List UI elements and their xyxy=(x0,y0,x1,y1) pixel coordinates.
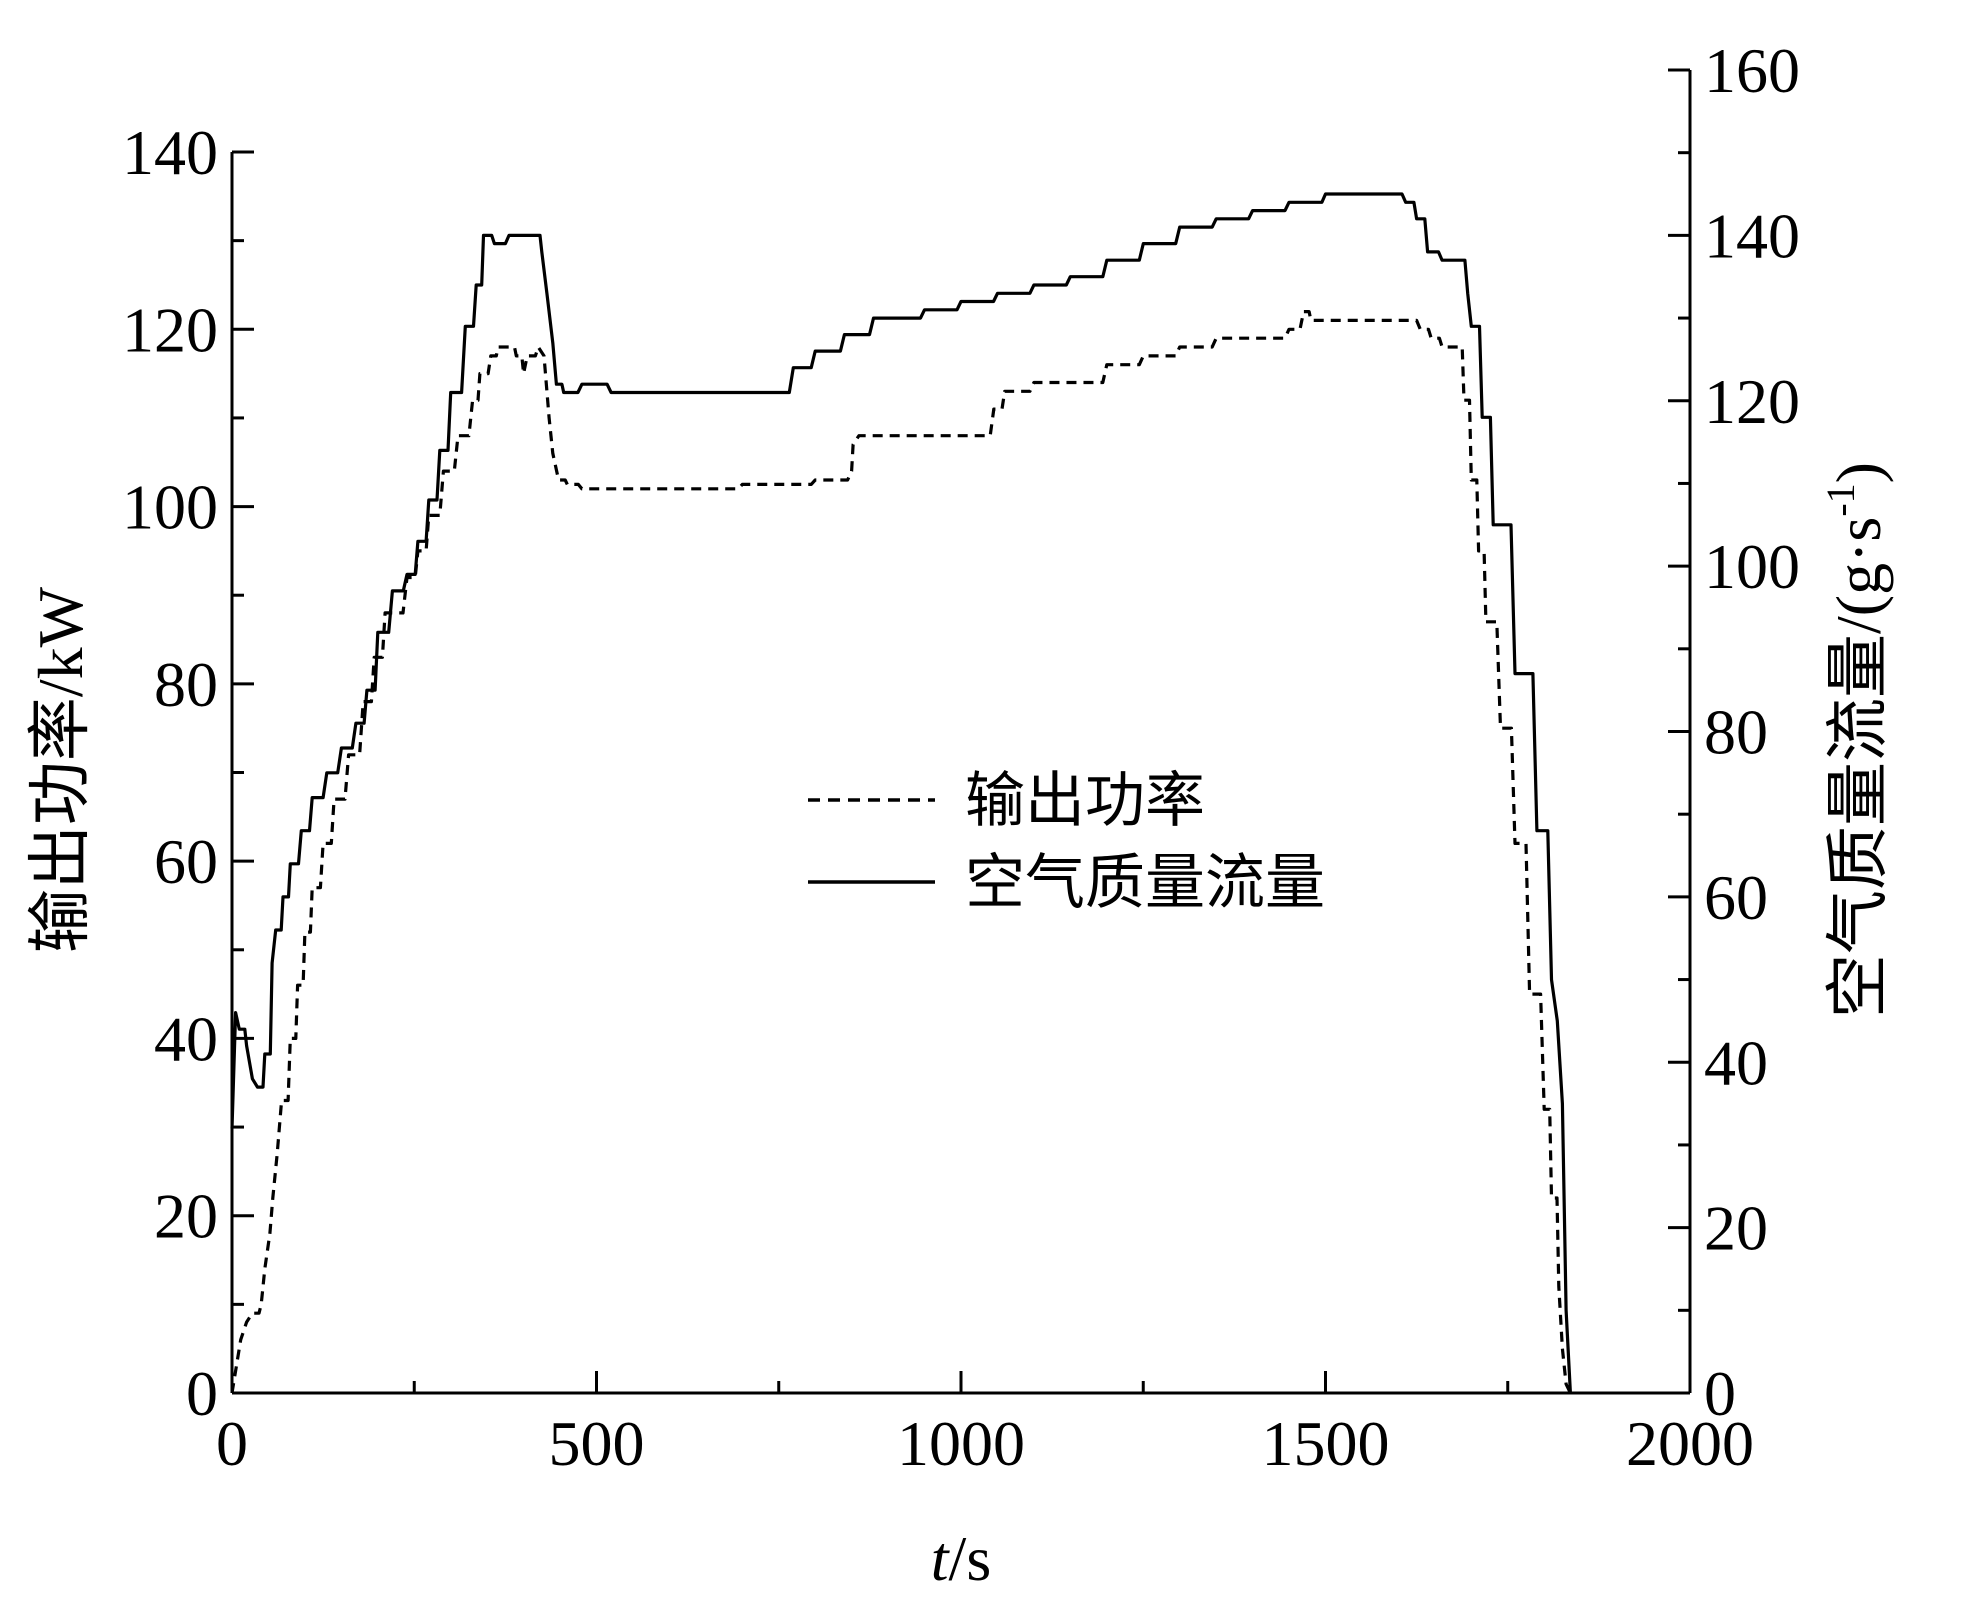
left-tick-label: 0 xyxy=(186,1358,218,1429)
left-tick-label: 140 xyxy=(122,117,218,188)
x-tick-label: 1500 xyxy=(1262,1408,1390,1479)
right-tick-label: 160 xyxy=(1704,35,1800,106)
right-tick-label: 0 xyxy=(1704,1358,1736,1429)
right-y-axis: 0 20 40 60 80 100 120 140 160 xyxy=(1668,35,1800,1429)
legend-label-airflow: 空气质量流量 xyxy=(965,848,1325,918)
left-tick-label: 40 xyxy=(154,1003,218,1074)
right-y-axis-title: 空气质量流量/(g·s-1) xyxy=(1818,462,1894,1018)
x-tick-label: 1000 xyxy=(897,1408,1025,1479)
x-tick-label: 500 xyxy=(549,1408,645,1479)
left-y-axis-title: 输出功率/kW xyxy=(25,586,96,953)
x-axis: 0 500 1000 1500 2000 xyxy=(216,1371,1754,1479)
right-tick-label: 140 xyxy=(1704,200,1800,271)
series-layer xyxy=(230,192,1572,1394)
right-y-axis-title-close: ) xyxy=(1823,462,1894,483)
left-tick-label: 80 xyxy=(154,649,218,720)
x-axis-title-var: t xyxy=(931,1523,951,1594)
x-axis-title-unit: /s xyxy=(949,1523,992,1594)
legend: 输出功率 空气质量流量 xyxy=(808,766,1325,918)
left-tick-label: 20 xyxy=(154,1181,218,1252)
left-tick-label: 120 xyxy=(122,294,218,365)
right-tick-label: 60 xyxy=(1704,862,1768,933)
left-tick-label: 60 xyxy=(154,826,218,897)
x-tick-label: 0 xyxy=(216,1408,248,1479)
legend-label-power: 输出功率 xyxy=(965,766,1205,836)
right-tick-label: 80 xyxy=(1704,697,1768,768)
right-tick-label: 40 xyxy=(1704,1027,1768,1098)
right-y-axis-title-sup: -1 xyxy=(1818,483,1863,516)
left-y-axis: 0 20 40 60 80 100 120 140 xyxy=(122,117,254,1429)
x-axis-title: t/s xyxy=(931,1523,991,1594)
right-tick-label: 100 xyxy=(1704,531,1800,602)
x-tick-label: 2000 xyxy=(1626,1408,1754,1479)
left-tick-label: 100 xyxy=(122,472,218,543)
series-line-airflow xyxy=(230,192,1572,1394)
right-tick-label: 20 xyxy=(1704,1193,1768,1264)
right-y-axis-title-main: 空气质量流量/(g·s xyxy=(1823,517,1894,1018)
series-line-power xyxy=(230,310,1572,1394)
right-tick-label: 120 xyxy=(1704,366,1800,437)
plot-frame xyxy=(230,70,1692,1395)
